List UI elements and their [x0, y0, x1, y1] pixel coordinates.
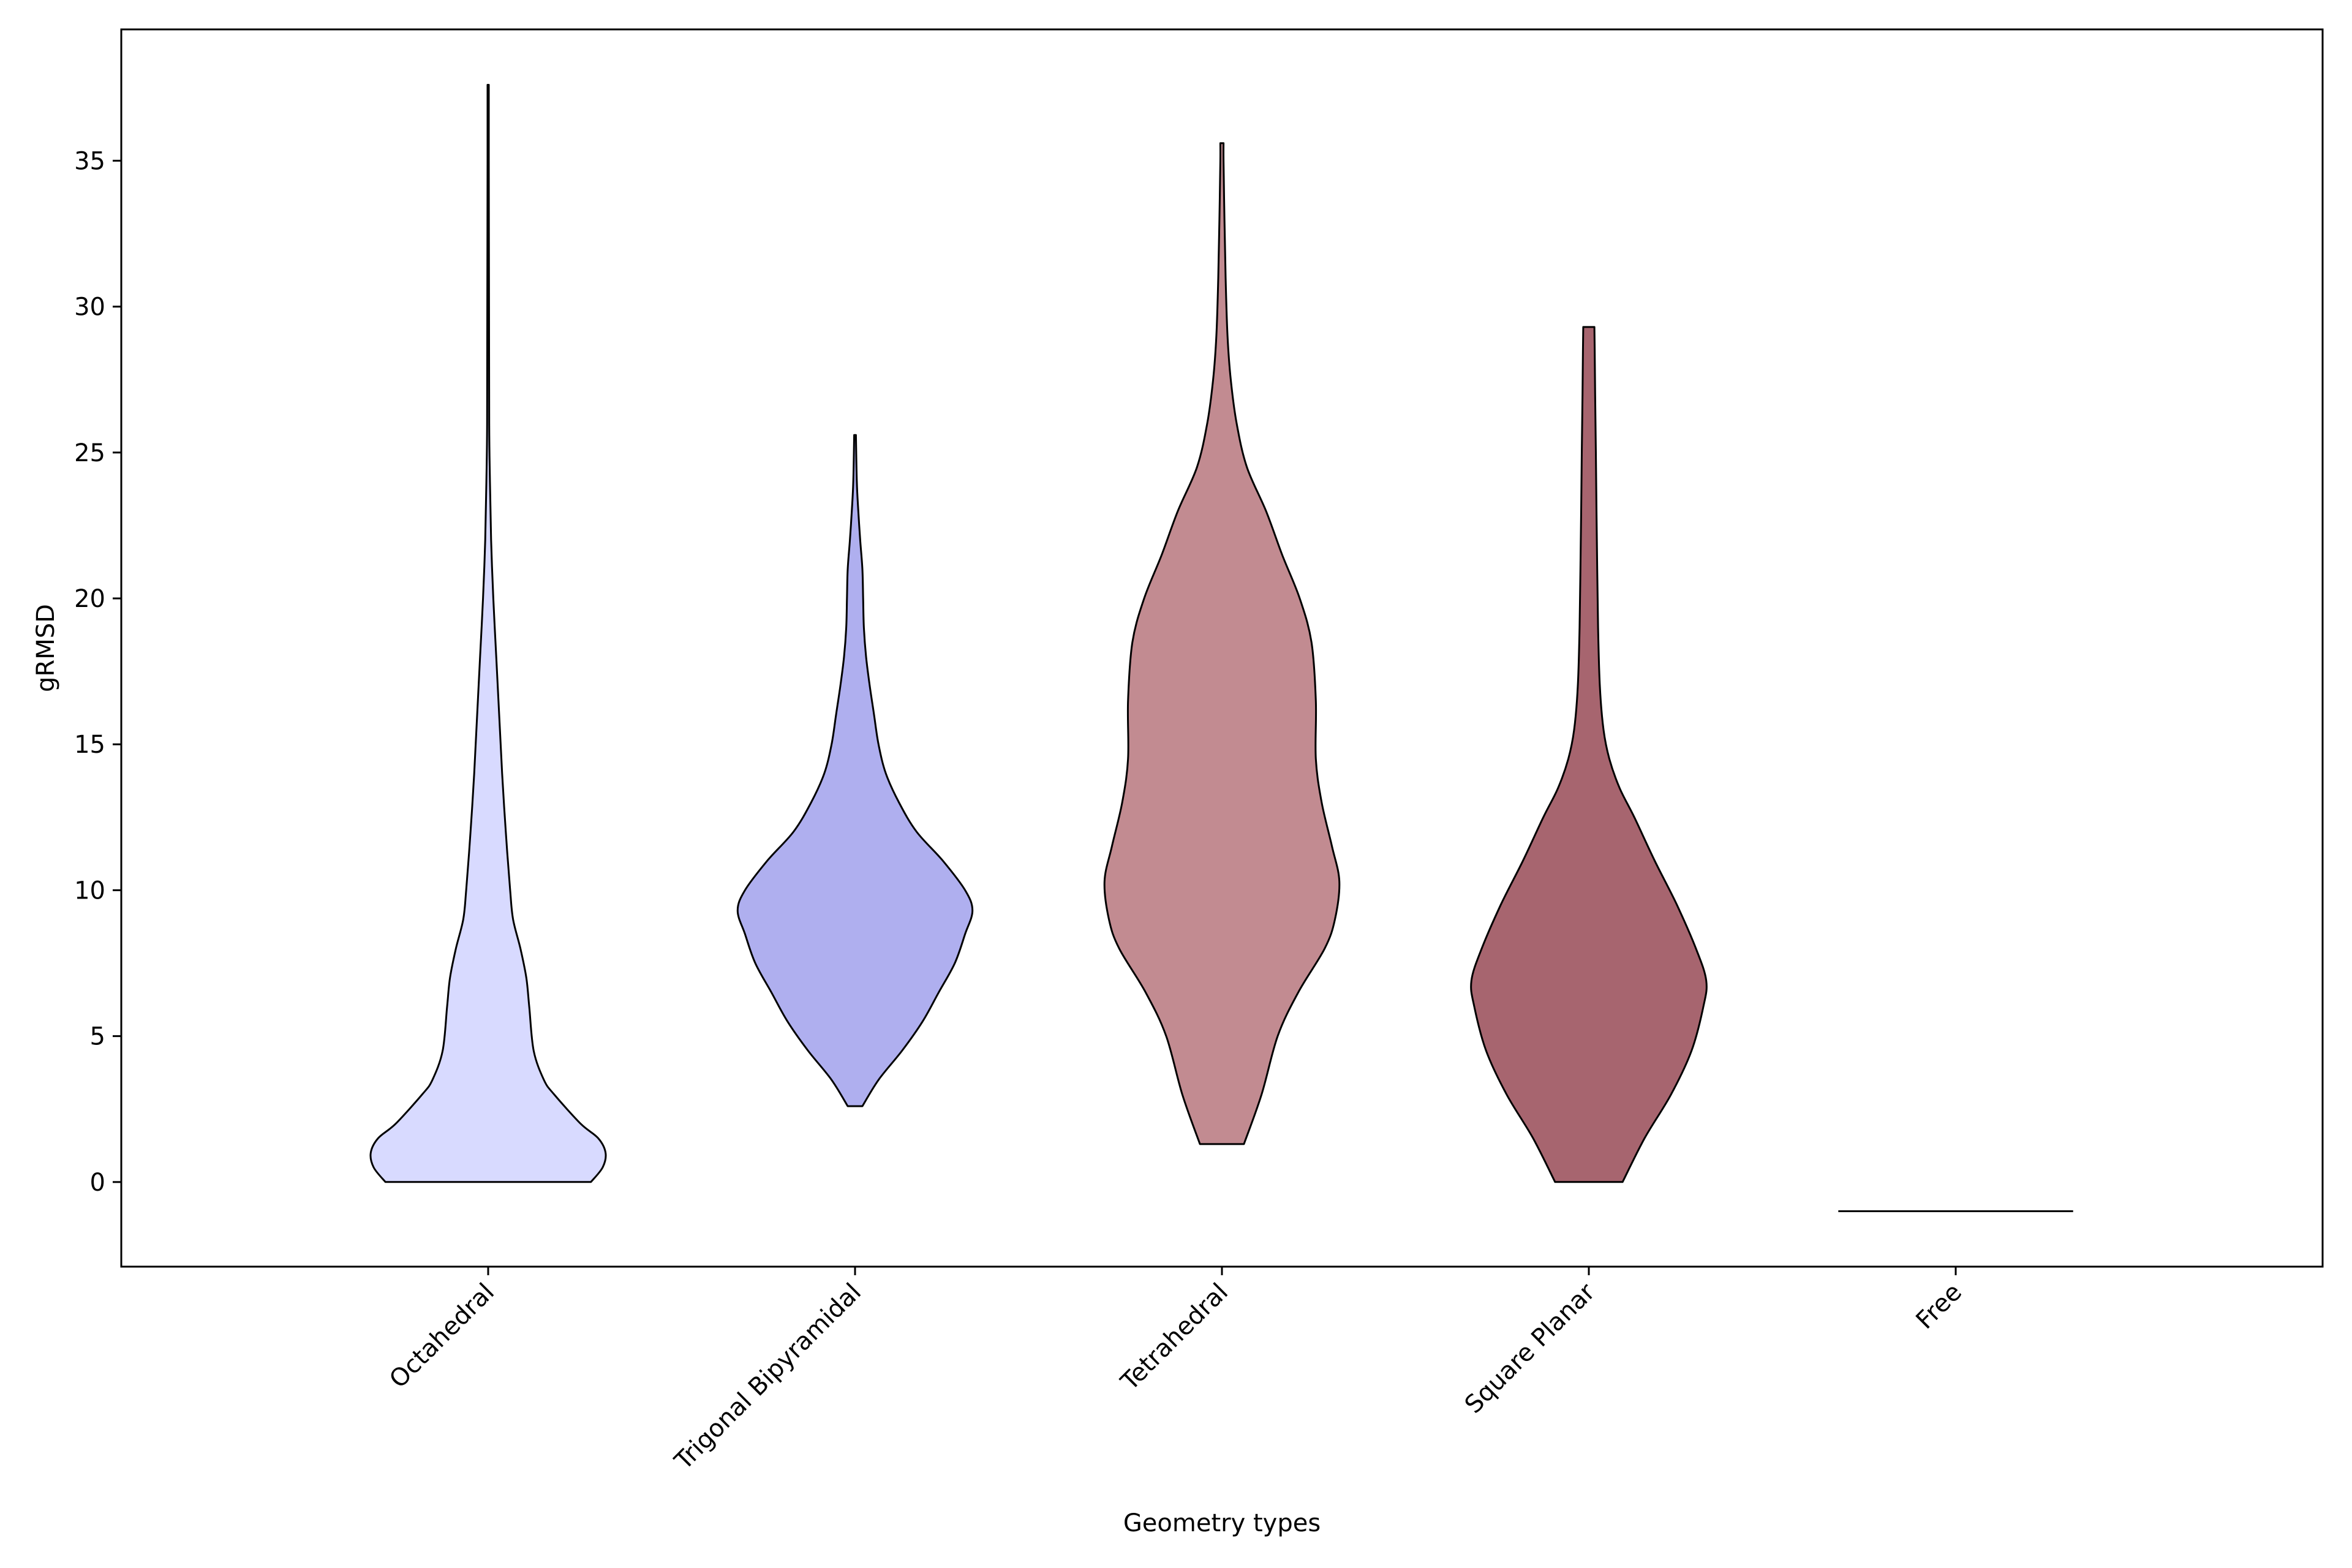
- y-tick-label: 10: [74, 876, 105, 905]
- y-tick-label: 0: [90, 1169, 105, 1197]
- y-axis-title: gRMSD: [32, 604, 60, 692]
- y-tick-label: 25: [74, 439, 105, 467]
- y-tick-label: 5: [90, 1023, 105, 1051]
- violin-square-planar: [1470, 326, 1708, 1183]
- y-tick-label: 15: [74, 731, 105, 759]
- violin-octahedral: [369, 84, 607, 1183]
- y-axis: 0 5 10 15 20 25 30 35: [74, 147, 121, 1197]
- y-tick-label: 20: [74, 585, 105, 613]
- x-axis-title: Geometry types: [1123, 1509, 1321, 1537]
- violin-trigonal-bipyramidal: [736, 434, 974, 1107]
- violin-tetrahedral: [1103, 142, 1341, 1145]
- y-tick-label: 30: [74, 293, 105, 322]
- violin-group: [369, 84, 2073, 1212]
- y-tick-label: 35: [74, 147, 105, 175]
